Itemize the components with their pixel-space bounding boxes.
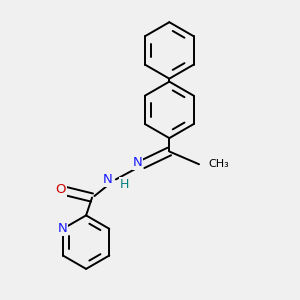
- Text: O: O: [56, 183, 66, 196]
- Text: N: N: [58, 222, 68, 235]
- Text: H: H: [119, 178, 129, 191]
- Text: N: N: [132, 156, 142, 169]
- Text: N: N: [103, 173, 112, 186]
- Text: CH₃: CH₃: [208, 159, 229, 169]
